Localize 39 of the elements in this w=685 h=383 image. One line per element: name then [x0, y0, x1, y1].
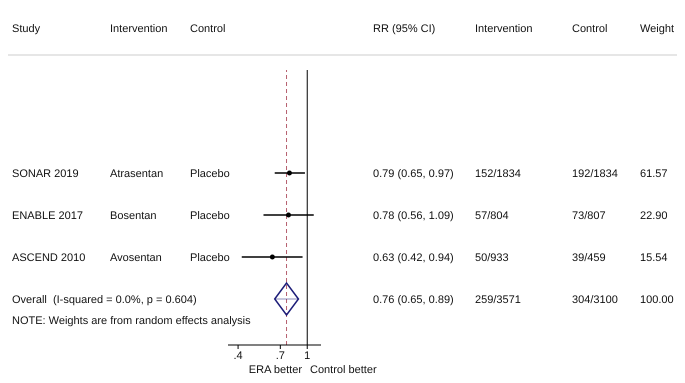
text: 39/459 — [572, 252, 606, 264]
text: 50/933 — [475, 252, 509, 264]
annotation: Placebo — [190, 210, 230, 222]
text: 100.00 — [640, 294, 674, 306]
y-tick-label: Overall (I-squared = 0.0%, p = 0.604) — [12, 294, 197, 306]
text: Intervention — [110, 23, 168, 35]
text: 22.90 — [640, 210, 668, 222]
text: RR (95% CI) — [373, 23, 436, 35]
text: Avosentan — [110, 252, 162, 264]
text: Control better — [310, 364, 377, 376]
text: Control — [190, 23, 226, 35]
text: 15.54 — [640, 252, 668, 264]
text: 152/1834 — [475, 168, 521, 180]
x-tick-label: .7 — [276, 350, 285, 362]
x-tick-label: 1 — [304, 350, 310, 362]
text: 57/804 — [475, 210, 509, 222]
text: ERA better — [248, 364, 302, 376]
data-label: 0.63 (0.42, 0.94) — [373, 252, 454, 264]
data-label: 0.78 (0.56, 1.09) — [373, 210, 454, 222]
text: 192/1834 — [572, 168, 618, 180]
annotation: Placebo — [190, 168, 230, 180]
annotation: NOTE: Weights are from random effects analysis — [12, 315, 252, 327]
y-tick-label: SONAR 2019 — [12, 168, 79, 180]
text: Intervention — [475, 23, 532, 35]
text: Control — [572, 23, 608, 35]
text: 259/3571 — [475, 294, 521, 306]
text: Study — [12, 23, 41, 35]
data-label: 0.79 (0.65, 0.97) — [373, 168, 454, 180]
text: Weight — [640, 23, 674, 35]
x-tick-label: .4 — [233, 350, 243, 362]
y-tick-label: ENABLE 2017 — [12, 210, 83, 222]
text: Atrasentan — [110, 168, 164, 180]
y-tick-label: ASCEND 2010 — [12, 252, 86, 264]
text: Bosentan — [110, 210, 156, 222]
text: 61.57 — [640, 168, 668, 180]
text: 0.76 (0.65, 0.89) — [373, 294, 454, 306]
annotation: Placebo — [190, 252, 230, 264]
text: 304/3100 — [572, 294, 618, 306]
text: 73/807 — [572, 210, 606, 222]
